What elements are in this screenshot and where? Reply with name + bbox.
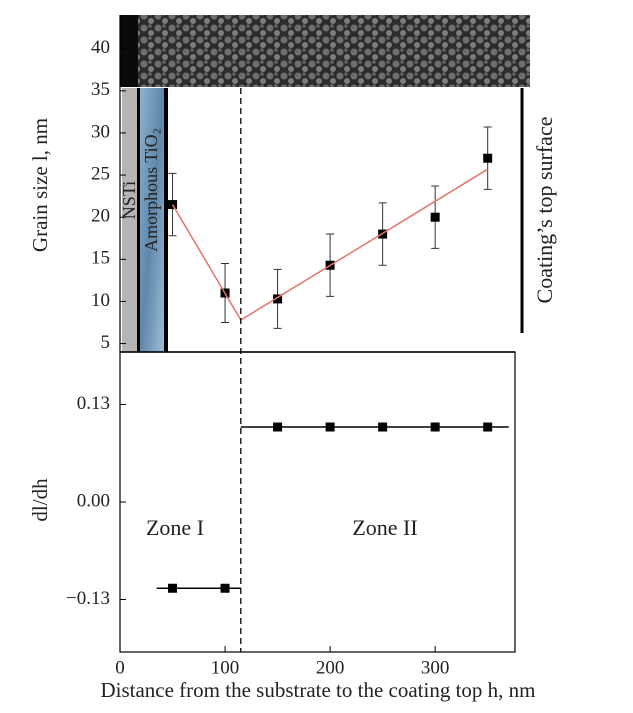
zone-label: Zone II: [352, 515, 417, 540]
x-tick-label: 100: [211, 657, 240, 678]
surface-label: Coating’s top surface: [532, 117, 557, 304]
data-point: [430, 212, 440, 222]
y-tick-label: 0.00: [77, 490, 110, 511]
bottom-frame: [119, 351, 516, 653]
y-tick-label: 20: [91, 206, 110, 227]
y-tick-label: 30: [91, 121, 110, 142]
sem-image: [120, 15, 530, 87]
y-axis-label: dl/dh: [28, 478, 52, 522]
layer-boundary: [137, 88, 140, 352]
sem-edge: [120, 15, 138, 87]
data-point: [273, 294, 283, 304]
x-tick-label: 0: [115, 657, 125, 678]
zone-label: Zone I: [146, 515, 204, 540]
y-tick-label: 25: [91, 163, 110, 184]
y-tick-label: 5: [101, 332, 111, 353]
nsti-label: NSTi: [119, 181, 139, 219]
y-tick-label: 0.13: [77, 393, 110, 414]
data-point: [483, 153, 493, 163]
y-tick-label: 10: [91, 290, 110, 311]
y-axis-label: Grain size l, nm: [28, 118, 52, 252]
x-tick-label: 300: [421, 657, 450, 678]
tio2-edge: [164, 88, 168, 352]
x-axis-label: Distance from the substrate to the coati…: [100, 678, 535, 702]
tio2-layer: [140, 88, 164, 352]
y-tick-label: 35: [91, 79, 110, 100]
x-tick-label: 200: [316, 657, 345, 678]
nsti-layer: [122, 88, 137, 352]
tio2-label: Amorphous TiO₂: [141, 128, 161, 252]
y-tick-label: −0.13: [66, 588, 110, 609]
y-tick-label: 40: [91, 37, 110, 58]
y-tick-label: 15: [91, 248, 110, 269]
